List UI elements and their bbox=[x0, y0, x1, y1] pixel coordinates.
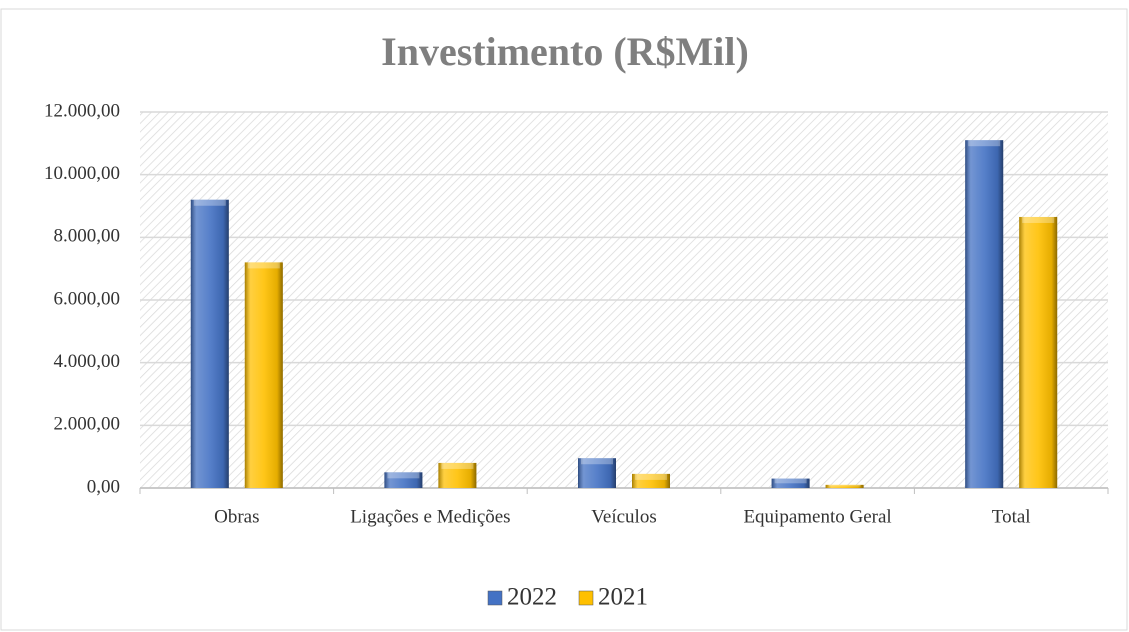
bar-top-bevel bbox=[581, 458, 613, 465]
bar-top-bevel bbox=[441, 462, 474, 469]
bar-shade bbox=[244, 262, 283, 488]
bar-shade bbox=[771, 478, 810, 488]
x-tick-label: Equipamento Geral bbox=[743, 506, 891, 527]
bar-top-bevel bbox=[635, 473, 667, 480]
legend-swatch bbox=[578, 590, 594, 606]
y-tick-label: 2.000,00 bbox=[54, 414, 121, 435]
bar-shade bbox=[1019, 216, 1058, 488]
legend-label: 2021 bbox=[598, 584, 648, 611]
bar-shade bbox=[190, 199, 229, 488]
y-tick-label: 10.000,00 bbox=[44, 163, 120, 184]
bar-shade bbox=[825, 484, 864, 488]
y-tick-label: 12.000,00 bbox=[44, 100, 120, 121]
bar-top-bevel bbox=[193, 199, 226, 206]
y-tick-label: 0,00 bbox=[87, 476, 120, 497]
bar-shade bbox=[965, 140, 1004, 488]
legend-label: 2022 bbox=[507, 584, 557, 611]
x-tick-label: Veículos bbox=[591, 506, 656, 527]
y-tick-label: 6.000,00 bbox=[54, 288, 121, 309]
bar-top-bevel bbox=[774, 478, 807, 484]
y-tick-label: 8.000,00 bbox=[54, 226, 121, 247]
bar-top-bevel bbox=[968, 140, 1001, 147]
x-tick-label: Total bbox=[992, 506, 1031, 527]
y-tick-label: 4.000,00 bbox=[54, 351, 121, 372]
x-tick-label: Obras bbox=[214, 506, 259, 527]
bar-top-bevel bbox=[247, 262, 280, 269]
legend-swatch bbox=[487, 590, 503, 606]
bar-top-bevel bbox=[1022, 216, 1055, 223]
x-tick-label: Ligações e Medições bbox=[350, 506, 510, 527]
bar-top-bevel bbox=[387, 472, 420, 479]
bar-shade bbox=[384, 472, 423, 488]
bar-shade bbox=[632, 473, 670, 488]
bar-shade bbox=[578, 458, 616, 488]
bar-top-bevel bbox=[828, 484, 861, 487]
bar-shade bbox=[438, 462, 477, 488]
chart-title: Investimento (R$Mil) bbox=[381, 29, 749, 74]
